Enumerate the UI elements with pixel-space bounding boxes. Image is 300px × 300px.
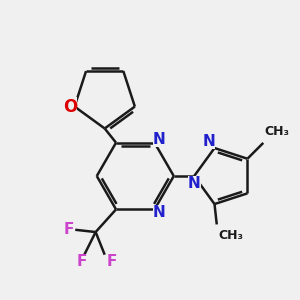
Text: N: N — [202, 134, 215, 149]
Text: F: F — [63, 222, 74, 237]
Text: N: N — [153, 132, 165, 147]
Text: CH₃: CH₃ — [218, 229, 243, 242]
Text: O: O — [63, 98, 77, 116]
Text: CH₃: CH₃ — [264, 125, 290, 138]
Text: F: F — [77, 254, 87, 269]
Text: F: F — [106, 254, 117, 269]
Text: N: N — [153, 205, 165, 220]
Text: N: N — [188, 176, 200, 191]
